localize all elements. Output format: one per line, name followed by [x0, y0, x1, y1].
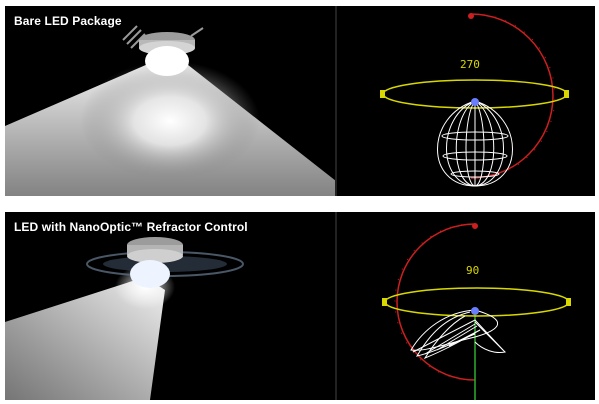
angle-readout: 270	[460, 58, 480, 71]
light-cone	[5, 277, 165, 400]
photometric-diagram: 90	[382, 223, 571, 400]
photometric-web	[410, 309, 507, 360]
panel-title: LED with NanoOptic™ Refractor Control	[14, 220, 248, 234]
bare-led-scene: 270	[5, 6, 569, 196]
vertical-arc	[396, 223, 476, 381]
ring-marker-right	[564, 90, 569, 98]
ring-marker-left	[382, 298, 387, 306]
led-package-icon	[122, 25, 204, 76]
panel-title: Bare LED Package	[14, 14, 122, 28]
light-source-marker	[471, 307, 479, 315]
bare-led-panel: 270 Bare LED Package	[5, 6, 595, 196]
photometric-web	[437, 100, 513, 187]
ring-marker-left	[380, 90, 385, 98]
ring-marker-right	[566, 298, 571, 306]
light-glow	[80, 61, 260, 181]
photometric-diagram: 270	[380, 13, 569, 187]
nanooptic-led-scene: 90	[5, 212, 571, 400]
light-source-marker	[471, 98, 479, 106]
angle-readout: 90	[466, 264, 479, 277]
nanooptic-led-panel: 90 LED with NanoOptic™ Refractor Control	[5, 212, 595, 400]
nanooptic-led-icon	[86, 237, 244, 288]
arc-top-marker	[472, 223, 478, 229]
arc-top-marker	[468, 13, 474, 19]
